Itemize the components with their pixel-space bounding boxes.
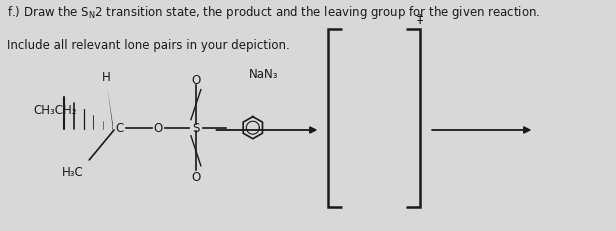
Text: O: O [191, 73, 201, 86]
Text: O: O [153, 122, 163, 135]
Text: Include all relevant lone pairs in your depiction.: Include all relevant lone pairs in your … [7, 39, 290, 52]
Text: f.) Draw the $\mathsf{S_N}$2 transition state, the product and the leaving group: f.) Draw the $\mathsf{S_N}$2 transition … [7, 4, 541, 21]
Text: ‡: ‡ [416, 12, 423, 25]
Text: NaN₃: NaN₃ [249, 68, 278, 81]
Text: H₃C: H₃C [62, 165, 83, 178]
Text: C: C [115, 122, 124, 135]
Text: H: H [102, 71, 110, 84]
Text: S: S [192, 122, 200, 135]
Polygon shape [107, 88, 113, 130]
Text: O: O [191, 170, 201, 183]
Text: CH₃CH₂: CH₃CH₂ [34, 103, 78, 116]
